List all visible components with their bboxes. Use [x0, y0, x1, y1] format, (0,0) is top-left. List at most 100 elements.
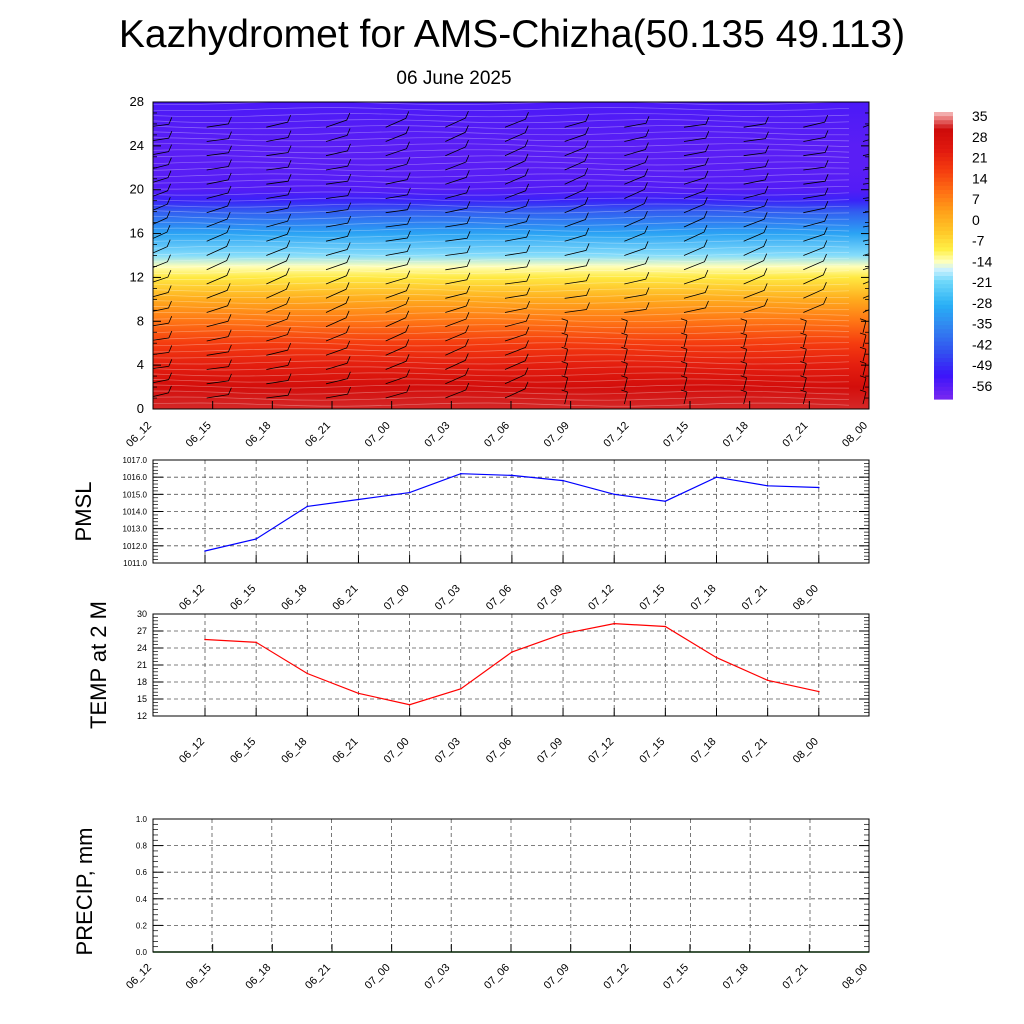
colorbar-label: -56 [972, 378, 992, 394]
wind-barb [153, 197, 171, 211]
contour-line [153, 300, 850, 305]
colorbar-segment [934, 202, 953, 207]
wind-barb [504, 300, 530, 313]
wind-barb [743, 172, 769, 185]
contour-line [153, 360, 850, 365]
heatmap-x-tick-label: 07_09 [542, 420, 572, 450]
wind-barb [266, 267, 290, 285]
pmsl-y-axis-title: PMSL [71, 482, 96, 542]
wind-barb [153, 170, 172, 183]
wind-barb [743, 131, 769, 142]
colorbar-segment [934, 267, 953, 273]
wind-barb [385, 202, 411, 214]
wind-barb [325, 242, 351, 256]
contour-line [153, 257, 850, 262]
wind-barb [445, 201, 471, 214]
wind-barb [206, 298, 231, 313]
wind-barb [683, 183, 708, 199]
contour-line [153, 270, 850, 274]
precip-x-tick-label: 06_12 [124, 962, 154, 992]
temp2m-point [460, 688, 462, 690]
wind-barb [743, 283, 768, 299]
wind-barb [153, 131, 173, 141]
pmsl-point [306, 505, 309, 508]
colorbar-segment [934, 124, 953, 129]
colorbar-segment [934, 321, 953, 326]
contour-line [153, 263, 850, 268]
wind-barb [266, 214, 291, 228]
wind-barb [624, 287, 650, 299]
colorbar-segment [934, 312, 953, 318]
wind-barb [266, 187, 292, 199]
contour-line [153, 282, 850, 286]
wind-barb [325, 325, 350, 342]
wind-barb [266, 342, 292, 356]
contour-line [153, 306, 850, 311]
contour-line [153, 131, 849, 136]
heatmap-y-tick-label: 16 [130, 226, 144, 241]
wind-barb [624, 196, 648, 214]
wind-barb [153, 239, 171, 254]
wind-barb [680, 361, 688, 376]
colorbar-segment [934, 235, 953, 240]
colorbar-segment [934, 358, 953, 363]
colorbar-label: 28 [972, 129, 988, 145]
wind-barb [803, 114, 829, 128]
wind-barb [206, 373, 232, 385]
wind-barb [564, 273, 590, 285]
wind-barb [564, 127, 589, 142]
colorbar-label: 35 [972, 108, 988, 124]
wind-barb [624, 116, 650, 128]
wind-barb [859, 346, 867, 362]
colorbar-segment [934, 394, 953, 400]
colorbar-segment [934, 243, 953, 248]
colorbar-segment [934, 194, 953, 199]
pmsl-x-tick-label: 07_12 [586, 583, 616, 613]
wind-barb [683, 170, 709, 185]
wind-barb [504, 245, 531, 256]
temp2m-point [562, 633, 564, 635]
precip-x-tick-label: 07_00 [363, 962, 393, 992]
wind-barb [800, 361, 807, 376]
wind-barb [683, 144, 709, 157]
contour-line [153, 191, 850, 196]
wind-barbs [153, 110, 869, 405]
wind-barb [385, 172, 411, 185]
wind-barb [385, 310, 410, 328]
temp2m-point [408, 703, 411, 706]
contour-line [153, 288, 850, 292]
temperature-profile-heatmap: 0 4 8 12 16 20 24 28 06_12 06_15 06_18 06_21 07_00 07… [124, 94, 870, 450]
pmsl-x-tick-label: 07_06 [484, 583, 514, 613]
temp2m-point [664, 625, 667, 628]
wind-barb [445, 139, 469, 157]
wind-barb [803, 130, 829, 142]
wind-barb [800, 389, 807, 405]
wind-barb [621, 332, 628, 348]
contour-line [153, 312, 850, 317]
colorbar-segment [934, 329, 953, 334]
wind-barb [266, 240, 291, 256]
colorbar-segment [934, 366, 953, 371]
wind-barb [859, 389, 867, 405]
wind-barb [266, 388, 292, 399]
temp2m-y-axis-title: TEMP at 2 M [86, 601, 111, 729]
contour-line [153, 354, 850, 359]
wind-barb [621, 375, 628, 390]
temp2m-x-tick-label: 07_12 [586, 736, 616, 766]
precip-y-tick-label: 0.4 [136, 895, 148, 904]
contour-line [153, 203, 850, 208]
precip-x-tick-label: 07_06 [482, 962, 512, 992]
colorbar-segment [934, 317, 953, 322]
temp2m-x-tick-label: 07_15 [637, 736, 667, 766]
wind-barb [445, 339, 469, 356]
temp2m-x-tick-label: 07_00 [382, 736, 412, 766]
wind-barb [153, 157, 172, 169]
wind-barb [445, 154, 470, 171]
wind-barb [743, 185, 769, 199]
temp2m-y-tick-label: 27 [137, 626, 147, 636]
wind-barb [683, 224, 708, 242]
wind-barb [743, 253, 768, 271]
wind-barb [624, 272, 650, 285]
precip-y-tick-label: 0.2 [136, 921, 148, 930]
colorbar-segment [934, 259, 953, 265]
